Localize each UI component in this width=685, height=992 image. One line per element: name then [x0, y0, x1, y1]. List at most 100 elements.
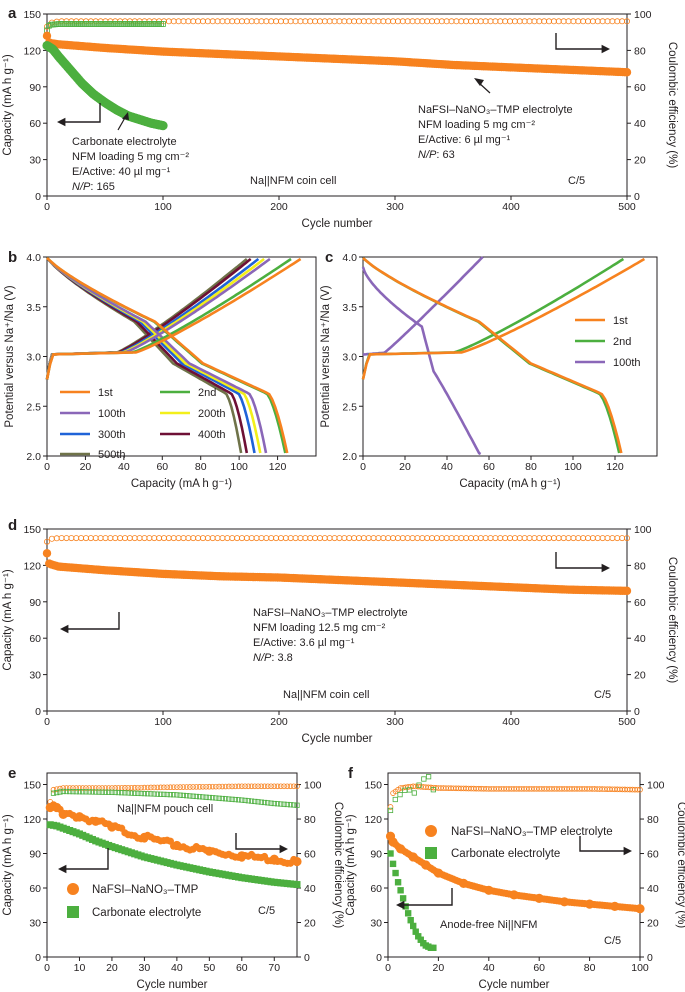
data-point — [83, 789, 89, 795]
data-point — [193, 784, 200, 790]
legend-marker — [67, 906, 79, 918]
data-point — [144, 784, 151, 791]
data-point — [559, 897, 570, 907]
data-point — [326, 18, 333, 25]
data-point — [119, 790, 125, 796]
y2-tick-label: 60 — [634, 597, 646, 609]
np-ratio: N/P: 3.8 — [253, 652, 293, 664]
legend-label: NaFSI–NaNO₃–TMP — [92, 884, 199, 896]
data-point — [46, 22, 52, 29]
series-orange-ce — [47, 783, 300, 805]
data-point — [389, 860, 397, 868]
data-point — [273, 535, 280, 542]
data-point — [331, 535, 338, 542]
data-point — [92, 785, 99, 791]
data-point — [238, 18, 245, 25]
y-tick-label: 90 — [29, 849, 41, 861]
series-orange-capacity — [45, 801, 302, 867]
data-point — [263, 535, 270, 542]
axis-arrow — [63, 103, 101, 123]
data-point — [346, 535, 353, 542]
data-point — [248, 535, 255, 542]
series-green-capacity — [387, 850, 437, 951]
data-point — [199, 18, 206, 25]
data-point — [546, 18, 553, 25]
data-point — [497, 18, 504, 25]
discharge-curve-1st — [362, 257, 623, 454]
np-separator: : — [271, 652, 277, 664]
data-point — [516, 535, 523, 542]
data-point — [281, 801, 287, 807]
data-point — [624, 18, 631, 25]
y-tick-label: 0 — [376, 952, 382, 964]
data-point — [502, 535, 509, 542]
y2-tick-label: 40 — [304, 883, 316, 895]
arrow-head — [396, 900, 405, 910]
data-point — [443, 18, 450, 25]
data-point — [164, 791, 170, 798]
data-point — [79, 785, 86, 791]
data-point — [594, 18, 601, 25]
data-point — [421, 776, 427, 782]
data-point — [397, 792, 403, 798]
y2-tick-label: 0 — [634, 191, 640, 203]
y2-tick-label: 0 — [647, 952, 653, 964]
y-axis-label: Capacity (mA h g⁻¹) — [2, 54, 14, 155]
data-point — [331, 18, 338, 25]
data-point — [433, 18, 440, 25]
data-point — [385, 18, 392, 25]
data-point — [87, 535, 94, 542]
data-point — [534, 893, 544, 903]
y-tick-label: 4.0 — [26, 252, 41, 264]
x-tick-label: 70 — [268, 962, 280, 974]
data-point — [443, 535, 450, 542]
data-point — [42, 549, 52, 558]
data-point — [409, 18, 416, 25]
data-point — [107, 535, 114, 542]
y2-tick-label: 20 — [634, 155, 646, 167]
data-point — [92, 535, 99, 542]
x-tick-label: 400 — [502, 716, 520, 728]
data-point — [497, 535, 504, 542]
data-point — [433, 868, 443, 878]
data-point — [76, 785, 83, 791]
data-point — [412, 928, 419, 935]
y-tick-label: 60 — [29, 633, 41, 645]
data-point — [196, 784, 203, 790]
data-point — [360, 535, 367, 542]
data-point — [484, 885, 494, 895]
data-point — [50, 786, 57, 793]
data-point — [421, 860, 431, 870]
x-tick-label: 40 — [171, 962, 183, 974]
x-tick-label: 120 — [269, 461, 287, 473]
data-point — [417, 936, 424, 943]
data-point — [167, 792, 173, 798]
data-point — [463, 535, 470, 542]
legend-label: 2nd — [198, 387, 216, 399]
data-point — [204, 535, 211, 542]
x-tick-label: 0 — [44, 716, 50, 728]
data-point — [287, 535, 294, 542]
panel-a: 0 100 200 300 400 500030609012015002040608010… — [2, 9, 678, 230]
y-tick-label: 60 — [29, 118, 41, 130]
data-point — [190, 784, 196, 790]
data-point — [112, 535, 119, 542]
discharge-curve-2nd — [362, 257, 621, 454]
data-point — [42, 31, 52, 41]
data-point — [226, 783, 232, 790]
data-point — [106, 789, 112, 795]
axis-arrow — [555, 33, 604, 50]
x-axis-label: Capacity (mA h g⁻¹) — [131, 478, 232, 490]
axes-frame — [387, 772, 641, 958]
y2-tick-label: 60 — [304, 849, 316, 861]
data-point — [180, 792, 186, 799]
data-point — [411, 790, 417, 796]
data-point — [468, 18, 475, 25]
panel-letter: e — [8, 765, 16, 782]
legend-marker — [425, 825, 437, 837]
data-point — [165, 18, 172, 25]
data-point — [222, 783, 229, 790]
x-tick-label: 20 — [80, 461, 92, 473]
x-tick-label: 300 — [386, 716, 404, 728]
data-point — [206, 794, 212, 801]
